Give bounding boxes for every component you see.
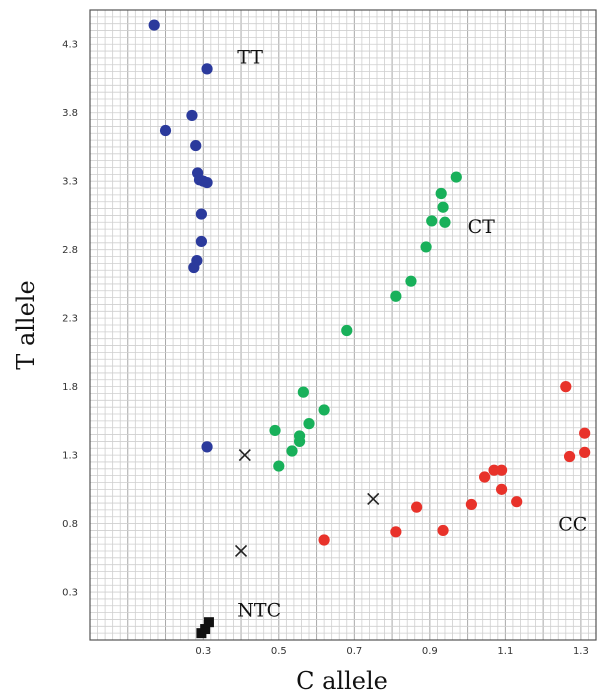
data-point-cc [560, 381, 572, 393]
y-tick-label: 2.8 [62, 245, 78, 256]
x-marker-stroke [238, 449, 251, 462]
data-point-ct [286, 445, 298, 457]
cluster-labels: TT CT CC NTC [237, 46, 587, 621]
y-tick-label: 0.3 [62, 588, 78, 599]
grid [89, 9, 597, 641]
x-tick-label: 0.3 [195, 646, 211, 657]
data-point-ntc [200, 624, 211, 635]
y-tick-label: 1.8 [62, 382, 78, 393]
data-point-ct [390, 290, 402, 302]
data-point-ct [405, 275, 417, 287]
y-axis-title: T allele [12, 280, 40, 369]
data-point-cc [579, 427, 591, 439]
data-point-cc [390, 526, 402, 538]
x-tick-label: 1.3 [573, 646, 589, 657]
data-point-cc [579, 446, 591, 458]
data-point-ct [318, 404, 330, 416]
data-point-ct [269, 424, 281, 437]
data-point-cc [437, 524, 449, 537]
y-tick-label: 3.3 [62, 177, 78, 188]
data-point-tt [190, 139, 202, 152]
data-point-tt [159, 124, 172, 137]
x-axis-title: C allele [296, 667, 388, 695]
data-point-ct [297, 386, 309, 398]
data-point-cc [318, 534, 330, 546]
data-point-undetermined [234, 544, 248, 558]
data-point-tt [201, 176, 213, 189]
data-point-cc [495, 464, 508, 476]
data-point-ct [293, 435, 306, 448]
y-tick-label: 2.3 [62, 314, 78, 325]
x-tick-label: 1.1 [497, 646, 513, 657]
cluster-label-cc: CC [558, 513, 587, 535]
x-marker-stroke [367, 492, 380, 506]
data-point-ct [439, 216, 451, 228]
data-point-undetermined [367, 492, 380, 506]
data-point-cc [411, 501, 423, 513]
cluster-label-ntc: NTC [237, 600, 281, 622]
data-point-cc [479, 471, 491, 483]
y-tick-label: 3.8 [62, 108, 78, 119]
data-point-cc [563, 450, 576, 463]
data-point-tt [195, 235, 207, 248]
plot-frame [89, 9, 597, 641]
x-axis-ticks: 0.3 0.5 0.7 0.9 1.1 1.3 [195, 646, 589, 657]
data-point-ct [303, 418, 315, 430]
x-marker-stroke [234, 544, 248, 558]
data-point-ct [426, 215, 438, 227]
data-points [148, 19, 591, 639]
y-tick-label: 4.3 [62, 40, 78, 51]
data-point-ct [437, 201, 449, 213]
data-point-ct [420, 241, 432, 253]
data-point-cc [465, 498, 477, 511]
data-point-undetermined [238, 449, 251, 462]
y-tick-label: 0.8 [62, 519, 78, 530]
data-point-ct [273, 460, 285, 472]
data-point-tt [148, 19, 160, 31]
cluster-label-ct: CT [468, 216, 496, 238]
data-point-ntc [203, 617, 214, 628]
data-point-tt [201, 63, 213, 75]
data-point-cc [511, 496, 523, 508]
y-axis-ticks: 0.3 0.8 1.3 1.8 2.3 2.8 3.3 3.8 4.3 [62, 40, 78, 599]
x-tick-label: 0.5 [271, 646, 287, 657]
data-point-ct [341, 324, 353, 337]
data-point-ct [450, 171, 462, 183]
data-point-tt [188, 261, 200, 274]
data-point-tt [195, 208, 207, 220]
x-tick-label: 0.7 [346, 646, 362, 657]
data-point-tt [186, 109, 198, 122]
y-tick-label: 1.3 [62, 451, 78, 462]
cluster-label-tt: TT [237, 46, 263, 68]
data-point-cc [495, 483, 508, 495]
x-tick-label: 0.9 [422, 646, 438, 657]
data-point-ct [435, 187, 447, 200]
data-point-tt [201, 441, 213, 453]
